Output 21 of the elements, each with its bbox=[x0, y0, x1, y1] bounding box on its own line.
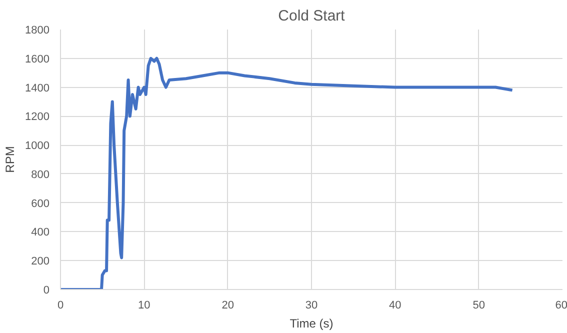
x-tick-label: 60 bbox=[555, 300, 567, 312]
x-axis-title: Time (s) bbox=[290, 316, 334, 330]
x-tick-label: 40 bbox=[389, 300, 402, 312]
y-tick-label: 1400 bbox=[25, 82, 50, 94]
y-tick-label: 1000 bbox=[25, 140, 50, 152]
y-tick-label: 400 bbox=[31, 226, 50, 239]
x-tick-label: 30 bbox=[305, 300, 318, 312]
x-tick-label: 50 bbox=[472, 300, 485, 312]
y-tick-label: 0 bbox=[43, 284, 50, 296]
x-tick-label: 10 bbox=[138, 300, 150, 312]
x-tick-label: 0 bbox=[57, 300, 64, 312]
y-tick-label: 800 bbox=[31, 168, 50, 181]
y-tick-label: 200 bbox=[31, 256, 50, 268]
y-tick-label: 1600 bbox=[25, 53, 50, 66]
chart-title: Cold Start bbox=[278, 8, 346, 24]
y-tick-label: 1200 bbox=[25, 111, 50, 124]
y-tick-label: 1800 bbox=[25, 24, 50, 36]
x-tick-label: 20 bbox=[222, 300, 234, 312]
y-axis-title: RPM bbox=[3, 146, 18, 173]
line-series bbox=[60, 56, 514, 290]
y-tick-label: 600 bbox=[31, 198, 50, 210]
